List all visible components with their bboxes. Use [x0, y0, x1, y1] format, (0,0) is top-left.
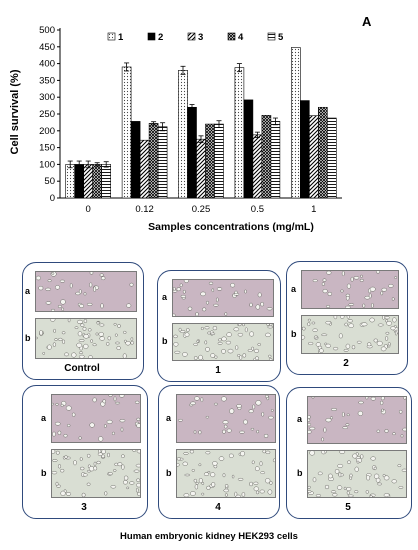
legend-label-1: 1 [118, 32, 124, 43]
micrograph-image-a [51, 394, 141, 443]
micrograph-image-a [35, 271, 137, 312]
y-tick-label: 150 [39, 143, 55, 154]
y-tick-label: 0 [50, 193, 55, 204]
bar-series-1-1 [290, 47, 301, 199]
legend-label-4: 4 [238, 32, 244, 43]
bar-series-5-1 [326, 117, 337, 199]
panel-caption: 2 [343, 358, 349, 369]
bar-series-2-0 [74, 164, 84, 199]
bar-series-2-0.5 [243, 99, 254, 199]
micrograph-image-b [176, 449, 276, 498]
legend-swatch-2 [147, 32, 156, 41]
panel-caption: 5 [345, 502, 351, 513]
micrograph-panel-1: a b Control [22, 262, 144, 380]
row-label-a: a [166, 412, 172, 423]
y-tick-label: 200 [39, 126, 55, 137]
figure-caption: Human embryonic kidney HEK293 cells [120, 531, 298, 542]
y-axis-title: Cell survival (%) [9, 69, 21, 154]
micrograph-panel-3: a b 2 [286, 261, 408, 375]
x-tick-label: 0.12 [135, 204, 154, 215]
micrograph-panel-2: a b 1 [157, 270, 281, 382]
bar-series-4-0.12 [148, 123, 159, 199]
micrograph-image-a [176, 394, 276, 443]
legend-label-5: 5 [278, 32, 284, 43]
panel-caption: 4 [215, 502, 221, 513]
micrograph-image-a [307, 396, 407, 444]
panel-a-label: A [362, 14, 372, 29]
x-tick-label: 0.5 [251, 204, 264, 215]
micrograph-image-a [172, 279, 274, 317]
bar-series-4-1 [317, 106, 328, 199]
row-label-a: a [41, 412, 47, 423]
row-label-b: b [166, 467, 172, 478]
micrograph-image-b [172, 323, 274, 361]
bar-series-3-1 [308, 115, 319, 199]
row-label-b: b [297, 468, 303, 478]
row-label-a: a [291, 283, 297, 294]
legend-label-2: 2 [158, 32, 163, 43]
bar-series-5-0.5 [270, 121, 281, 199]
bar-series-2-0.25 [187, 106, 197, 199]
y-tick-label: 100 [39, 159, 55, 170]
bar-series-1-0.25 [178, 70, 188, 199]
bar-chart: 0 50 100 150 200 250 300 350 400 450 500 0 0.12 0.25 0… [9, 25, 342, 233]
row-label-b: b [41, 467, 47, 478]
micrograph-panel-6: a b 5 [286, 387, 412, 519]
row-label-b: b [25, 332, 31, 343]
legend-swatch-3 [187, 32, 196, 41]
y-tick-label: 450 [39, 42, 55, 53]
micrograph-image-a [301, 270, 399, 309]
x-tick-label: 0.25 [192, 204, 211, 215]
micrograph-panel-4: a b 3 [22, 385, 148, 519]
micrograph-image-b [35, 318, 137, 359]
legend-label-3: 3 [198, 32, 203, 43]
bar-series-5-0.12 [157, 126, 168, 199]
panel-caption: 3 [81, 502, 87, 513]
row-label-a: a [162, 292, 168, 302]
x-tick-label: 0 [86, 204, 91, 215]
bar-series-5-0 [101, 164, 111, 199]
bar-series-3-0.25 [196, 138, 206, 199]
y-tick-label: 500 [39, 25, 55, 36]
x-tick-label: 1 [311, 204, 316, 215]
panel-caption: Control [64, 363, 100, 374]
micrograph-image-b [307, 450, 407, 498]
y-tick-label: 400 [39, 59, 55, 70]
micrograph-panel-5: a b 4 [158, 385, 280, 519]
bar-series-3-0.12 [139, 139, 150, 199]
bar-series-3-0.5 [252, 134, 263, 199]
micrograph-image-b [51, 449, 141, 498]
legend-swatch-5 [267, 32, 276, 41]
micrograph-image-b [301, 315, 399, 354]
bar-series-2-0.12 [130, 121, 141, 199]
row-label-b: b [291, 328, 297, 339]
bar-series-2-1 [299, 100, 310, 199]
bar-series-4-0.25 [205, 123, 215, 199]
row-label-b: b [162, 336, 168, 346]
legend-swatch-1 [107, 32, 116, 41]
y-tick-label: 300 [39, 92, 55, 103]
x-axis-title: Samples concentrations (mg/mL) [148, 221, 314, 233]
bar-series-5-0.25 [214, 123, 224, 199]
bar-series-4-0.5 [261, 115, 272, 199]
bar-series-1-0 [65, 164, 75, 199]
panel-caption: 1 [215, 365, 221, 376]
legend-swatch-4 [227, 32, 236, 41]
y-tick-label: 250 [39, 109, 55, 120]
y-tick-label: 50 [44, 176, 55, 187]
row-label-a: a [25, 285, 31, 296]
bar-series-1-0.5 [234, 67, 245, 199]
bar-series-4-0 [92, 164, 102, 199]
y-tick-label: 350 [39, 75, 55, 86]
bar-series-1-0.12 [121, 66, 132, 199]
bar-series-3-0 [83, 164, 93, 199]
row-label-a: a [297, 414, 303, 424]
